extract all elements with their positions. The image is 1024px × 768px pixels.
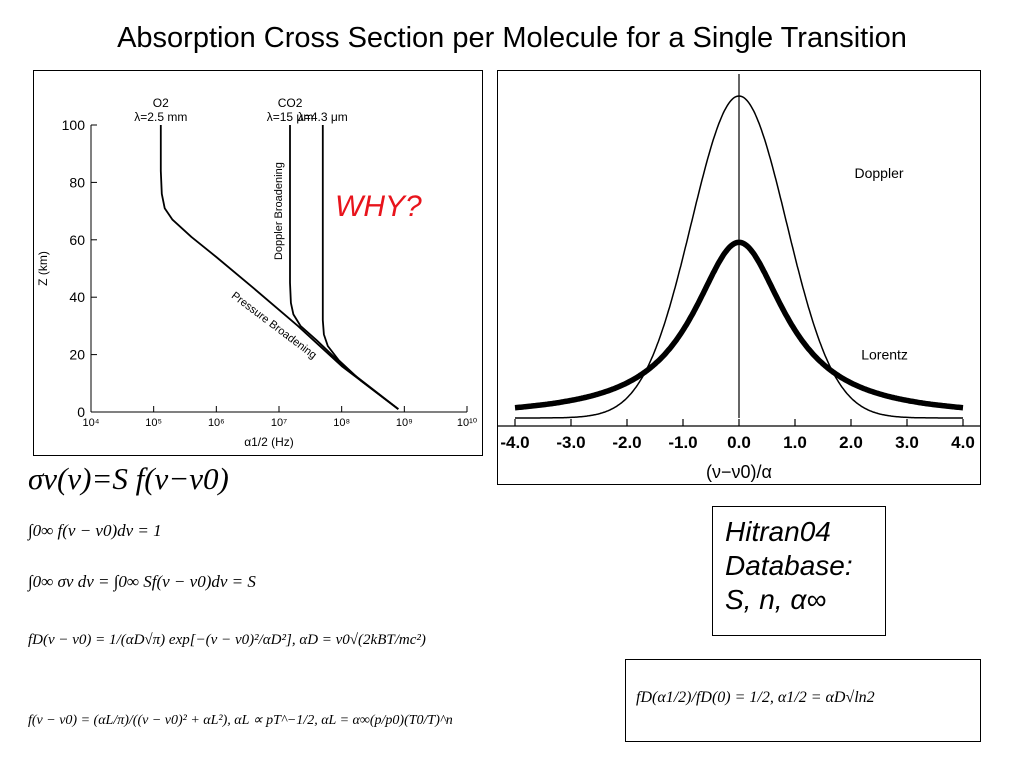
x-tick-label: -4.0: [500, 433, 529, 452]
cross-section-equation: σν(ν)=S f(ν−ν0): [28, 461, 229, 496]
x-tick-label: 10⁶: [208, 417, 225, 429]
half-width-box: fD(α1/2)/fD(0) = 1/2, α1/2 = αD√ln2: [625, 659, 981, 742]
chart1-series: [159, 125, 399, 410]
x-tick-label: 10⁹: [396, 417, 413, 429]
x-tick-label: 4.0: [951, 433, 975, 452]
series-line-2: [321, 125, 399, 410]
hitran-line-3: S, n, α∞: [725, 584, 827, 615]
x-tick-label: -3.0: [556, 433, 585, 452]
x-tick-label: -2.0: [612, 433, 641, 452]
y-tick-label: 100: [62, 117, 86, 133]
lorentz-equation: f(ν − ν0) = (αL/π)/((ν − ν0)² + αL²), αL…: [28, 713, 453, 728]
x-axis-label: α1/2 (Hz): [244, 435, 294, 449]
x-axis-label: (ν−ν0)/α: [706, 462, 772, 482]
y-tick-label: 60: [69, 232, 85, 248]
series-line-1: [289, 125, 399, 410]
y-tick-label: 80: [69, 174, 85, 190]
hitran-line-2: Database:: [725, 550, 853, 581]
x-tick-label: 1.0: [783, 433, 807, 452]
series-line-doppler: [515, 95, 963, 419]
chart2-labels: (ν−ν0)/α Doppler Lorentz: [706, 165, 908, 482]
chart1-axes: 10⁴ 10⁵ 10⁶ 10⁷ 10⁸ 10⁹ 10¹⁰ 0 20 40 60 80 100: [62, 117, 478, 429]
hitran-box: Hitran04 Database: S, n, α∞: [712, 506, 886, 636]
x-tick-label: 0.0: [727, 433, 751, 452]
x-tick-label: 10⁵: [145, 417, 162, 429]
chart2-series: [514, 95, 964, 419]
y-tick-label: 20: [69, 347, 85, 363]
series-label-bottom: λ=4.3 μm: [298, 110, 348, 124]
integral-equation: ∫0∞ σν dν = ∫0∞ Sf(ν − ν0)dν = S: [28, 572, 256, 591]
doppler-equation: fD(ν − ν0) = 1/(αD√π) exp[−(ν − ν0)²/αD²…: [28, 632, 426, 648]
half-width-equation: fD(α1/2)/fD(0) = 1/2, α1/2 = αD√ln2: [636, 689, 875, 706]
series-line-0: [159, 125, 399, 410]
pressure-broadening-annotation: Pressure Broadening: [229, 290, 319, 362]
series-label-top: O2: [153, 96, 169, 110]
y-tick-label: 40: [69, 289, 85, 305]
x-tick-label: -1.0: [668, 433, 697, 452]
normalization-equation: ∫0∞ f(ν − ν0)dν = 1: [28, 521, 162, 540]
page-title: Absorption Cross Section per Molecule fo…: [117, 22, 907, 54]
linewidth-altitude-chart: 10⁴ 10⁵ 10⁶ 10⁷ 10⁸ 10⁹ 10¹⁰ 0 20 40 60 80 100 α1/2 …: [33, 70, 483, 456]
hitran-line-1: Hitran04: [725, 516, 831, 547]
x-tick-label: 3.0: [895, 433, 919, 452]
line-profile-chart: -4.0 -3.0 -2.0 -1.0 0.0 1.0 2.0 3.0 4.0 (ν−ν0)/α…: [497, 70, 981, 485]
chart-frame: [497, 70, 981, 485]
doppler-broadening-annotation: Doppler Broadening: [273, 162, 285, 260]
series-label-bottom: λ=2.5 mm: [134, 110, 187, 124]
series-label-top: CO2: [278, 96, 303, 110]
chart-frame: [33, 70, 483, 456]
y-axis-label: Z (km): [36, 251, 50, 286]
x-tick-label: 10⁷: [271, 417, 287, 429]
x-tick-label: 10⁸: [333, 417, 350, 429]
x-tick-label: 10¹⁰: [457, 417, 478, 429]
why-annotation: WHY?: [335, 190, 422, 223]
legend-doppler: Doppler: [854, 165, 903, 181]
y-tick-label: 0: [77, 404, 85, 420]
chart2-axes: -4.0 -3.0 -2.0 -1.0 0.0 1.0 2.0 3.0 4.0: [497, 74, 981, 452]
x-tick-label: 10⁴: [83, 417, 100, 429]
x-tick-label: 2.0: [839, 433, 863, 452]
series-label-bottom: λ=15 μm: [267, 110, 314, 124]
legend-lorentz: Lorentz: [861, 346, 908, 362]
series-line-lorentz: [514, 239, 964, 411]
